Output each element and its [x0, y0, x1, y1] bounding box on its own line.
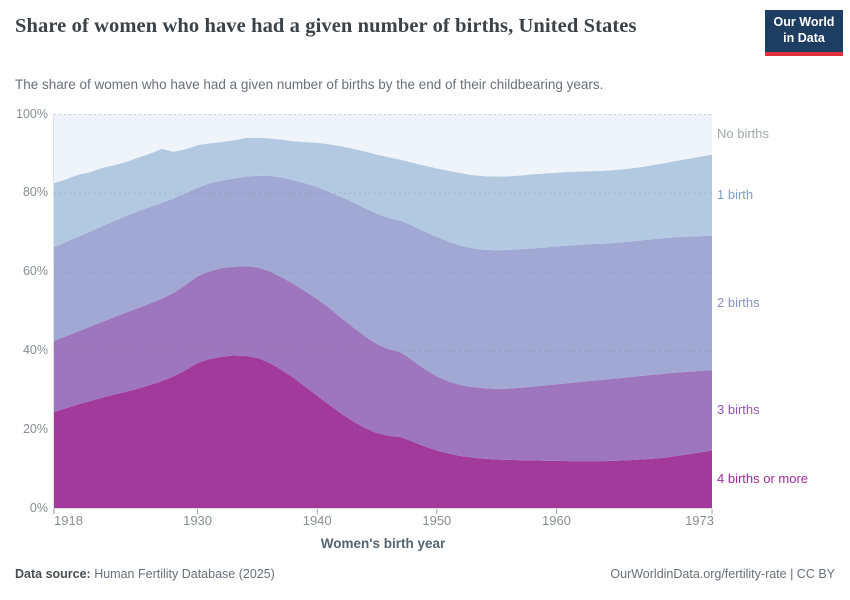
legend-label-2-births[interactable]: 2 births — [717, 294, 760, 310]
area-2-births[interactable] — [54, 175, 712, 389]
x-tick-1918: 1918 — [54, 513, 83, 528]
chart-footer: Data source: Human Fertility Database (2… — [15, 567, 835, 581]
data-source-label: Data source: — [15, 567, 91, 581]
legend-label-4-births-or-more[interactable]: 4 births or more — [717, 471, 809, 487]
credit-link[interactable]: OurWorldinData.org/fertility-rate | CC B… — [610, 567, 835, 581]
owid-logo-line2: in Data — [783, 31, 825, 46]
y-tick-100: 100% — [16, 106, 48, 121]
legend-label-1-birth[interactable]: 1 birth — [717, 187, 754, 203]
owid-logo-line1: Our World — [773, 15, 835, 29]
x-tick-1960: 1960 — [542, 513, 571, 528]
owid-logo[interactable]: Our World in Data — [765, 10, 843, 56]
data-source-line: Data source: Human Fertility Database (2… — [15, 567, 275, 581]
x-tick-1940: 1940 — [302, 513, 332, 528]
area-4-births-or-more[interactable] — [54, 355, 712, 509]
x-axis-title: Women's birth year — [320, 536, 446, 551]
y-tick-80: 80% — [22, 185, 48, 200]
x-tick-1930: 1930 — [183, 513, 213, 528]
legend-label-no-births[interactable]: No births — [717, 126, 770, 142]
data-source-value: Human Fertility Database (2025) — [90, 567, 275, 581]
y-tick-20: 20% — [22, 421, 48, 436]
page-title: Share of women who have had a given numb… — [15, 15, 637, 37]
x-tick-1973: 1973 — [685, 513, 714, 528]
y-tick-40: 40% — [22, 342, 48, 357]
x-tick-1950: 1950 — [422, 513, 452, 528]
legend-label-3-births[interactable]: 3 births — [717, 402, 760, 418]
area-1-birth[interactable] — [54, 137, 712, 251]
area-3-births[interactable] — [54, 266, 712, 462]
y-tick-60: 60% — [22, 264, 48, 279]
chart-subtitle: The share of women who have had a given … — [15, 77, 604, 92]
area-no-births[interactable] — [54, 114, 712, 183]
y-tick-0: 0% — [29, 500, 48, 515]
